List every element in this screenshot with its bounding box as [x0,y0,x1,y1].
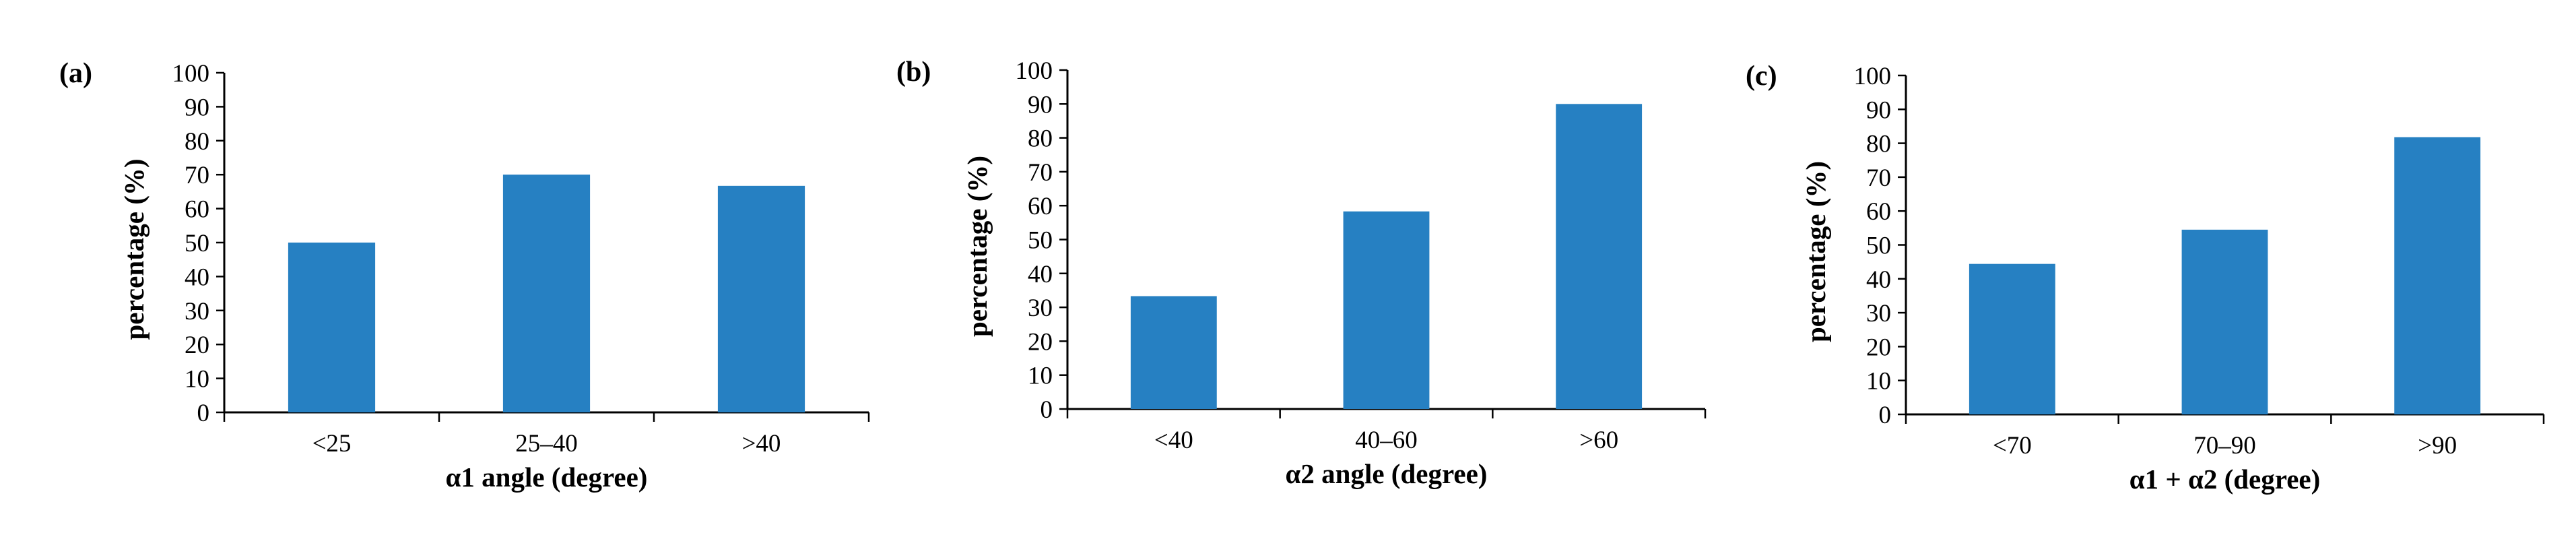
panel-label: (a) [59,58,92,89]
y-tick-label: 20 [1866,334,1891,361]
y-tick-label: 20 [1028,328,1053,356]
y-axis-title: percentage (%) [962,156,993,337]
chart-panel-1: (a) 0 10 20 30 40 50 60 70 80 90 100 <25 25–40 >40 α1 a… [59,58,870,493]
bar-3 [1556,104,1643,410]
y-tick-label: 0 [1041,396,1053,424]
y-tick-label: 70 [1028,159,1053,187]
panel-label: (b) [896,57,931,88]
y-tick-label: 100 [172,60,210,88]
y-tick-label: 70 [185,162,209,189]
x-tick-label: >60 [1579,427,1618,454]
y-tick-label: 10 [1866,368,1891,396]
y-tick-label: 20 [185,332,209,359]
y-tick-label: 0 [197,400,210,427]
y-tick-label: 30 [1866,300,1891,327]
y-tick-label: 40 [1028,261,1053,288]
y-tick-label: 50 [1028,227,1053,255]
y-tick-label: 60 [1028,193,1053,220]
chart-panel-2: (b) 0 10 20 30 40 50 60 70 80 90 100 <40 40–60 >60 α2 a… [896,57,1707,489]
bar-1 [288,243,376,412]
x-axis-title: α1 angle (degree) [446,462,648,493]
y-tick-label: 50 [1866,232,1891,260]
y-tick-label: 50 [185,230,209,257]
y-axis-title: percentage (%) [119,158,150,340]
y-tick-label: 80 [1028,125,1053,153]
x-tick-label: <70 [1993,432,2032,460]
x-axis-title: α1 + α2 (degree) [2129,464,2321,495]
y-tick-label: 100 [1854,63,1892,90]
y-tick-label: 40 [1866,266,1891,294]
y-tick-label: 90 [185,94,209,121]
x-axis-title: α2 angle (degree) [1286,458,1488,489]
x-tick-label: <25 [312,430,352,458]
bar-1 [1969,263,2055,414]
y-tick-label: 70 [1866,164,1891,192]
y-tick-label: 80 [185,128,209,156]
x-tick-label: >40 [742,430,781,458]
panel-label: (c) [1746,61,1777,92]
y-tick-label: 60 [185,196,209,224]
x-tick-label: 70–90 [2193,432,2256,460]
y-tick-label: 90 [1028,91,1053,119]
y-tick-label: 30 [185,298,209,325]
bar-1 [1130,296,1217,409]
bar-3 [717,185,805,412]
bar-3 [2394,137,2481,414]
y-tick-label: 10 [185,366,209,394]
x-tick-label: >90 [2418,432,2457,460]
x-tick-label: <40 [1154,427,1193,454]
y-tick-label: 40 [185,263,209,291]
y-tick-label: 60 [1866,198,1891,226]
y-tick-label: 10 [1028,363,1053,390]
bar-2 [1343,211,1430,409]
y-axis-title: percentage (%) [1800,161,1831,342]
chart-panel-3: (c) 0 10 20 30 40 50 60 70 80 90 100 <70 70–90 >90 α1 +… [1746,61,2545,495]
x-tick-label: 25–40 [515,430,578,458]
x-tick-label: 40–60 [1355,427,1418,454]
y-tick-label: 30 [1028,294,1053,322]
y-tick-label: 90 [1866,96,1891,124]
y-tick-label: 80 [1866,131,1891,158]
y-tick-label: 100 [1016,57,1053,85]
bar-2 [502,175,591,412]
bar-2 [2181,229,2268,414]
y-tick-label: 0 [1879,402,1892,429]
